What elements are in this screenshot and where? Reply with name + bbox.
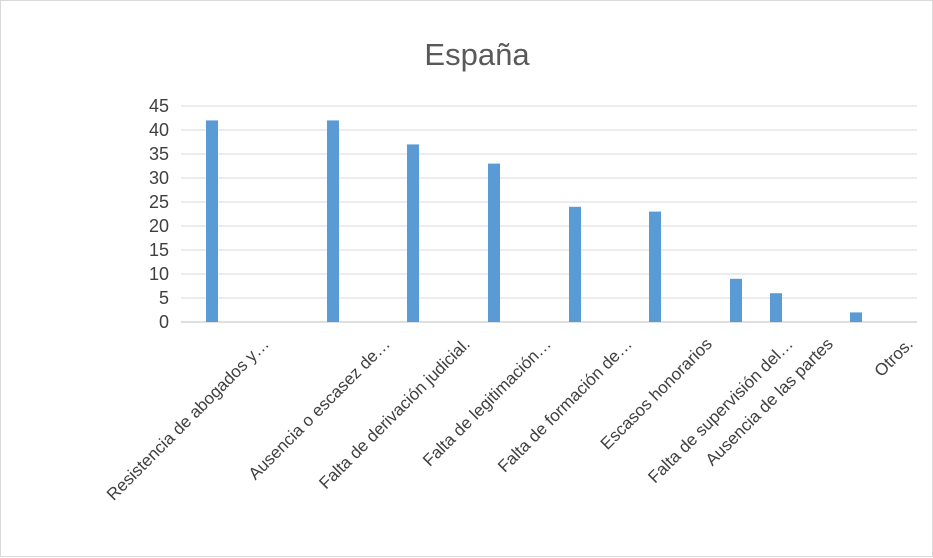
bar (488, 163, 500, 322)
bar (730, 278, 742, 322)
y-tick-label: 45 (149, 96, 169, 116)
x-axis-category-labels: Resistencia de abogados y…Ausencia o esc… (103, 334, 917, 504)
y-tick-label: 5 (159, 288, 169, 308)
y-tick-label: 30 (149, 168, 169, 188)
y-tick-label: 40 (149, 120, 169, 140)
y-tick-label: 0 (159, 312, 169, 332)
gridlines (181, 105, 917, 323)
bar (327, 120, 339, 323)
bar (569, 206, 581, 322)
x-category-label: Ausencia o escasez de… (245, 334, 394, 483)
y-tick-label: 25 (149, 192, 169, 212)
y-axis-tick-labels: 0 5 10 15 20 25 30 35 40 45 (149, 96, 169, 332)
chart-title: España (424, 37, 530, 72)
bar (649, 211, 661, 322)
y-tick-label: 20 (149, 216, 169, 236)
y-tick-label: 10 (149, 264, 169, 284)
bar (206, 120, 218, 323)
x-category-label: Resistencia de abogados y… (103, 334, 273, 504)
y-tick-label: 35 (149, 144, 169, 164)
x-category-label: Falta de derivación judicial. (315, 334, 473, 492)
bar (850, 312, 862, 322)
bar (407, 144, 419, 322)
bars (206, 120, 862, 323)
bar (770, 293, 782, 322)
y-tick-label: 15 (149, 240, 169, 260)
x-category-label: Otros. (871, 334, 917, 380)
x-category-label: Falta de formación de… (494, 334, 636, 476)
